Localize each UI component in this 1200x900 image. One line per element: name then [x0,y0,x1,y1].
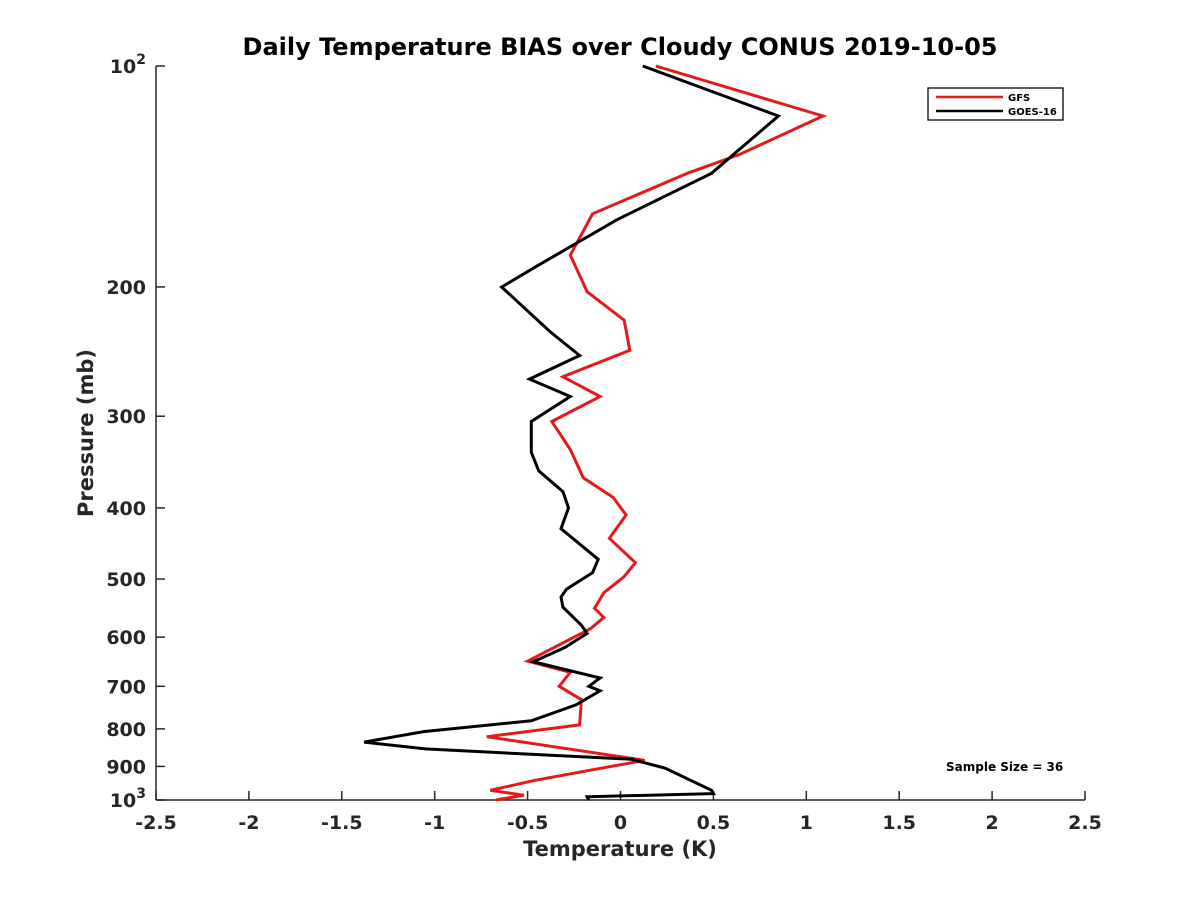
series-line-gfs [486,64,828,802]
plot-axes [155,66,1085,801]
y-tick-exponent: 2 [136,52,146,68]
x-tick-label: -2.5 [135,812,177,834]
series-line-goes16 [363,64,782,801]
x-axis-label: Temperature (K) [523,837,717,861]
y-tick-base: 10 [110,790,136,812]
y-tick-label: 103 [110,786,146,812]
chart-title: Daily Temperature BIAS over Cloudy CONUS… [243,33,998,61]
y-tick-label: 600 [106,627,146,649]
legend-label-gfs: GFS [1008,93,1030,104]
series-lines [363,64,828,802]
y-tick-label: 900 [106,756,146,778]
x-tick-label: -0.5 [507,812,549,834]
x-tick-label: 1.5 [882,812,916,834]
y-tick-label: 102 [110,52,146,78]
sample-size-annotation: Sample Size = 36 [946,760,1063,774]
y-tick-label: 400 [106,498,146,520]
y-tick-label: 700 [106,676,146,698]
y-tick-label: 200 [106,277,146,299]
y-tick-label: 500 [106,569,146,591]
x-tick-label: 2.5 [1068,812,1102,834]
y-tick-label: 800 [106,719,146,741]
y-tick-exponent: 3 [136,786,146,802]
x-tick-label: -1.5 [321,812,363,834]
x-tick-label: -1 [424,812,445,834]
y-axis-label: Pressure (mb) [74,349,98,517]
x-axis-ticks: -2.5 -2 -1.5 -1 -0.5 0 0.5 1 1.5 2 2.5 [135,791,1102,834]
y-tick-base: 10 [110,56,136,78]
legend-label-goes16: GOES-16 [1008,107,1057,118]
x-tick-label: 0.5 [697,812,731,834]
legend: GFS GOES-16 [927,87,1064,121]
legend-box [927,87,1064,121]
x-tick-label: 0 [614,812,627,834]
x-tick-label: 1 [800,812,813,834]
y-tick-label: 300 [106,406,146,428]
x-tick-label: 2 [985,812,998,834]
x-tick-label: -2 [238,812,259,834]
